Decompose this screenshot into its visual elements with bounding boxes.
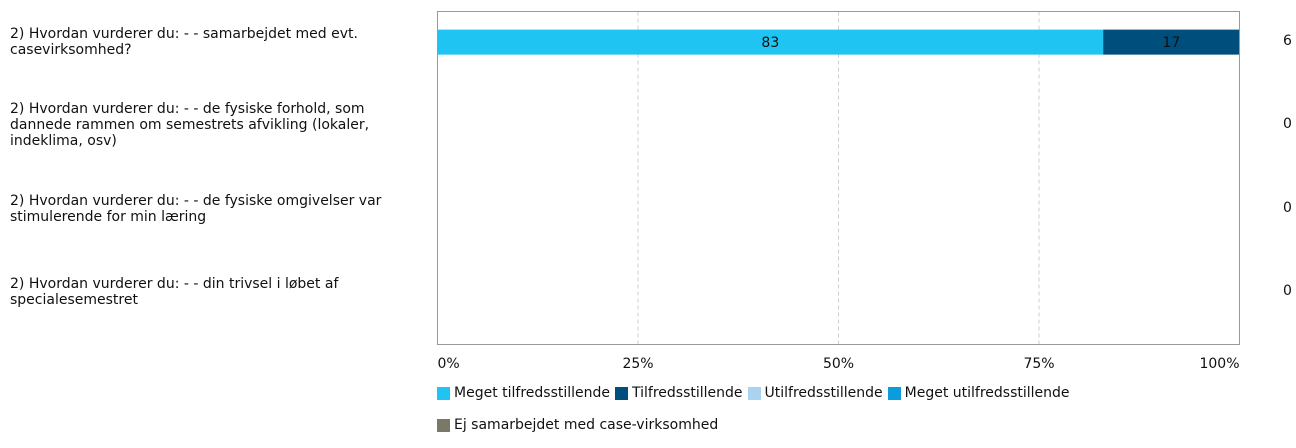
x-tick-label: 50% — [822, 356, 855, 372]
grid-lines — [637, 11, 1040, 345]
legend-label: Ej samarbejdet med case-virksomhed — [454, 417, 719, 433]
bar-segment — [1103, 29, 1240, 55]
legend-swatch — [437, 386, 450, 400]
legend: Meget tilfredsstillende Tilfredsstillende… — [437, 384, 1075, 448]
legend-label: Utilfredsstillende — [764, 385, 883, 401]
category-label: 2) Hvordan vurderer du: - - de fysiske f… — [10, 101, 370, 150]
bars: 83 17 — [437, 29, 1240, 55]
plot-area-frame — [437, 11, 1240, 345]
respondent-count: 6 — [1283, 33, 1292, 50]
legend-row: Meget tilfredsstillende Tilfredsstillende… — [437, 384, 1075, 402]
legend-item: Ej samarbejdet med case-virksomhed — [437, 417, 718, 433]
legend-item: Tilfredsstillende — [615, 385, 743, 401]
legend-label: Tilfredsstillende — [632, 385, 743, 401]
legend-swatch — [437, 418, 450, 432]
legend-row: Ej samarbejdet med case-virksomhed — [437, 416, 1075, 434]
legend-swatch — [887, 386, 901, 400]
legend-label: Meget tilfredsstillende — [454, 385, 611, 401]
legend-item: Utilfredsstillende — [747, 385, 883, 401]
category-label: 2) Hvordan vurderer du: - - de fysiske o… — [10, 192, 382, 225]
respondent-count: 0 — [1283, 199, 1292, 216]
category-label: 2) Hvordan vurderer du: - - din trivsel … — [10, 275, 339, 308]
bar-segment — [437, 29, 1104, 55]
legend-swatch — [615, 386, 629, 400]
x-tick-label: 100% — [1199, 356, 1240, 372]
x-tick-label: 0% — [437, 356, 460, 372]
chart-canvas: 83 17 — [437, 11, 1240, 345]
legend-label: Meget utilfredsstillende — [904, 385, 1070, 401]
x-tick-label: 25% — [622, 356, 654, 372]
respondent-count: 0 — [1283, 116, 1292, 133]
legend-item: Meget utilfredsstillende — [887, 385, 1070, 401]
legend-item: Meget tilfredsstillende — [437, 385, 610, 401]
legend-swatch — [747, 386, 761, 400]
bar-data-label: 83 — [761, 35, 779, 51]
bar-data-label: 17 — [1162, 35, 1180, 51]
respondent-count: 0 — [1283, 282, 1292, 299]
x-tick-label: 75% — [1023, 356, 1055, 372]
category-label: 2) Hvordan vurderer du: - - samarbejdet … — [10, 26, 358, 59]
